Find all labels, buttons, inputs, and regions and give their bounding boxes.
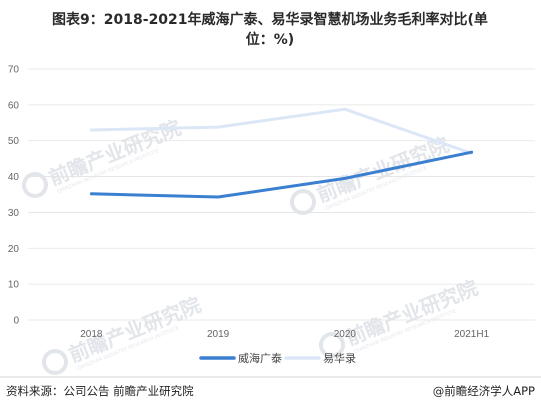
footer-source: 资料来源：公司公告 前瞻产业研究院 — [6, 384, 194, 398]
y-tick-label: 10 — [8, 280, 20, 291]
x-tick-label: 2019 — [207, 329, 230, 340]
watermark-group: 前瞻产业研究院 QIANZHAN INDUSTRY RESEARCH INSTI… — [22, 115, 481, 375]
y-tick-label: 20 — [8, 244, 20, 255]
grid-lines — [28, 68, 535, 321]
watermark-3: 前瞻产业研究院 QIANZHAN INDUSTRY RESEARCH INSTI… — [42, 292, 204, 375]
chart-title-line1: 图表9：2018-2021年威海广泰、易华录智慧机场业务毛利率对比(单 — [52, 11, 488, 28]
footer-credit: @前瞻经济学人APP — [433, 384, 535, 398]
series-line-1 — [89, 150, 474, 199]
y-tick-label: 60 — [8, 100, 20, 111]
chart-title-line2: 位：%) — [246, 31, 294, 48]
y-tick-label: 50 — [8, 136, 20, 147]
watermark-logo-icon — [22, 172, 48, 198]
x-tick-label: 2020 — [334, 329, 357, 340]
legend-label-series-2: 易华录 — [323, 351, 356, 365]
watermark-logo-icon — [290, 189, 316, 215]
y-axis-ticks: 0 10 20 30 40 50 60 70 — [8, 65, 20, 327]
watermark-2: 前瞻产业研究院 QIANZHAN INDUSTRY RESEARCH INSTI… — [290, 132, 452, 215]
y-tick-label: 30 — [8, 208, 20, 219]
x-axis-ticks: 2018 2019 2020 2021H1 — [80, 329, 489, 340]
legend: 威海广泰 易华录 — [199, 351, 356, 365]
y-tick-label: 70 — [8, 65, 20, 76]
watermark-logo-icon — [42, 349, 68, 375]
x-tick-label: 2021H1 — [454, 329, 489, 340]
x-tick-label: 2018 — [80, 329, 103, 340]
y-tick-label: 40 — [8, 172, 20, 183]
y-tick-label: 0 — [13, 316, 19, 327]
legend-label-series-1: 威海广泰 — [238, 351, 282, 365]
series-line-2 — [89, 107, 474, 155]
watermark-brand-text: 前瞻产业研究院 — [45, 115, 184, 190]
watermark-logo-icon — [319, 332, 345, 358]
series-lines — [89, 107, 474, 199]
